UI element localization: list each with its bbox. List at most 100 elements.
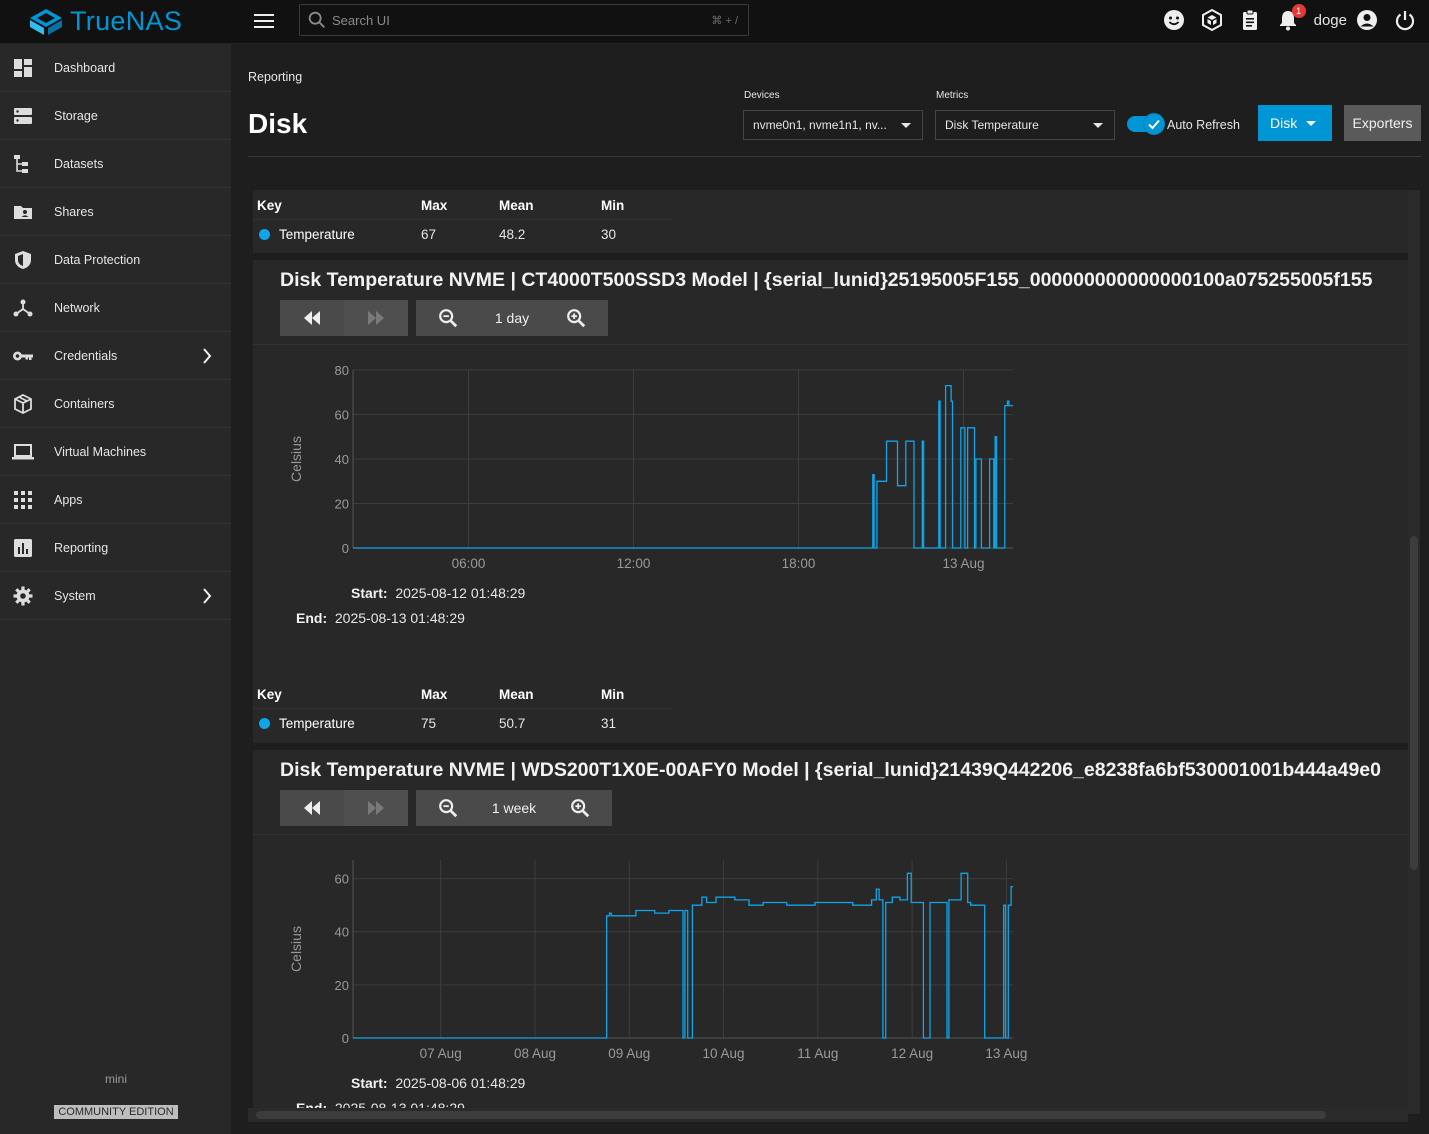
sidebar-item-apps[interactable]: Apps xyxy=(0,476,231,524)
series-color-dot xyxy=(259,718,270,729)
start-label: Start: xyxy=(351,585,388,601)
previous-chart-card: Key Max Mean Min Temperature 67 48.2 30 xyxy=(253,190,1408,253)
network-icon xyxy=(12,297,34,319)
account-circle-icon[interactable] xyxy=(1355,8,1379,32)
legend-max-header: Max xyxy=(421,686,448,702)
sidebar-item-label: Storage xyxy=(54,108,98,123)
sidebar-item-containers[interactable]: Containers xyxy=(0,380,231,428)
sidebar-item-datasets[interactable]: Datasets xyxy=(0,140,231,188)
metrics-select[interactable]: Disk Temperature xyxy=(935,110,1115,140)
x-tick-label: 10 Aug xyxy=(703,1046,745,1061)
zoom-out-button[interactable] xyxy=(416,300,480,336)
zoom-out-button[interactable] xyxy=(416,790,480,826)
legend-max-header: Max xyxy=(421,197,448,213)
legend-min: 30 xyxy=(601,227,617,242)
devices-select[interactable]: nvme0n1, nvme1n1, nv... xyxy=(743,110,923,140)
y-tick-label: 40 xyxy=(335,925,349,940)
zoom-in-button[interactable] xyxy=(548,790,612,826)
chart-title: Disk Temperature NVME | CT4000T500SSD3 M… xyxy=(280,269,1373,291)
fast-forward-icon xyxy=(368,801,384,815)
gear-icon xyxy=(12,585,34,607)
rewind-icon xyxy=(304,311,320,325)
y-tick-label: 20 xyxy=(335,497,349,512)
chart-card-2: Disk Temperature NVME | WDS200T1X0E-00AF… xyxy=(253,750,1408,1114)
search-shortcut: ⌘ + / xyxy=(711,14,738,27)
breadcrumb[interactable]: Reporting xyxy=(248,70,303,84)
y-tick-label: 60 xyxy=(335,872,349,887)
time-range-label: 1 day xyxy=(494,310,530,326)
sidebar-item-network[interactable]: Network xyxy=(0,284,231,332)
zoom-in-button[interactable] xyxy=(544,300,608,336)
notifications-bell-icon[interactable]: 1 xyxy=(1276,4,1306,32)
disk-menu-button[interactable]: Disk xyxy=(1258,105,1332,141)
sidebar-item-virtual-machines[interactable]: Virtual Machines xyxy=(0,428,231,476)
legend-min-header: Min xyxy=(601,197,625,213)
legend-key-header: Key xyxy=(257,686,282,702)
logo-text: TrueNAS xyxy=(70,6,183,36)
vertical-scrollbar[interactable] xyxy=(1408,190,1420,1114)
sidebar-item-reporting[interactable]: Reporting xyxy=(0,524,231,572)
zoom-out-icon xyxy=(439,799,458,818)
devices-value: nvme0n1, nvme1n1, nv... xyxy=(753,118,887,132)
forward-button[interactable] xyxy=(344,300,408,336)
sidebar-item-label: Shares xyxy=(54,204,94,219)
sidebar-item-credentials[interactable]: Credentials xyxy=(0,332,231,380)
sidebar-item-storage[interactable]: Storage xyxy=(0,92,231,140)
horizontal-scrollbar[interactable] xyxy=(248,1108,1408,1122)
back-button[interactable] xyxy=(280,300,344,336)
auto-refresh-toggle[interactable] xyxy=(1127,113,1165,135)
chevron-down-icon xyxy=(1093,123,1103,128)
x-tick-label: 06:00 xyxy=(452,556,486,571)
notification-badge: 1 xyxy=(1291,4,1306,18)
reports-scroll-area[interactable]: Key Max Mean Min Temperature 67 48.2 30 … xyxy=(253,190,1408,1114)
shares-icon xyxy=(12,201,34,223)
x-tick-label: 12:00 xyxy=(617,556,651,571)
legend-mean-header: Mean xyxy=(499,686,534,702)
temperature-series-line xyxy=(353,384,1013,549)
sidebar-item-system[interactable]: System xyxy=(0,572,231,620)
x-tick-label: 08 Aug xyxy=(514,1046,556,1061)
laptop-icon xyxy=(12,441,34,463)
exporters-button-label: Exporters xyxy=(1352,115,1413,131)
forward-button[interactable] xyxy=(344,790,408,826)
disk-button-label: Disk xyxy=(1270,115,1298,131)
temperature-chart-2[interactable]: 0 20 40 60 07 Aug 08 Aug 09 Aug 10 Aug 11 Aug 12 … xyxy=(253,850,1053,1070)
sidebar-item-label: Apps xyxy=(54,492,83,507)
legend-mean: 48.2 xyxy=(499,227,526,242)
x-tick-label: 09 Aug xyxy=(608,1046,650,1061)
sidebar-item-dashboard[interactable]: Dashboard xyxy=(0,44,231,92)
search-bar[interactable]: Search UI ⌘ + / xyxy=(299,4,749,36)
top-bar: TrueNAS Search UI ⌘ + / 1 doge xyxy=(0,0,1429,44)
exporters-button[interactable]: Exporters xyxy=(1344,105,1421,141)
x-tick-label: 07 Aug xyxy=(420,1046,462,1061)
dashboard-icon xyxy=(12,57,34,79)
legend-mean: 50.7 xyxy=(499,716,526,731)
back-button[interactable] xyxy=(280,790,344,826)
legend-max: 67 xyxy=(421,227,437,242)
power-icon[interactable] xyxy=(1393,8,1417,32)
sidebar-item-data-protection[interactable]: Data Protection xyxy=(0,236,231,284)
menu-toggle-button[interactable] xyxy=(252,10,276,34)
check-icon xyxy=(1148,119,1160,130)
sidebar-item-shares[interactable]: Shares xyxy=(0,188,231,236)
username[interactable]: doge xyxy=(1313,11,1347,29)
y-axis-label: Celsius xyxy=(288,436,304,482)
x-tick-label: 12 Aug xyxy=(891,1046,933,1061)
jobs-clipboard-icon[interactable] xyxy=(1238,8,1262,32)
truecommand-icon[interactable] xyxy=(1200,8,1224,32)
feedback-smiley-icon[interactable] xyxy=(1162,8,1186,32)
key-icon xyxy=(12,345,34,367)
sidebar-item-label: Datasets xyxy=(54,156,104,171)
y-tick-label: 40 xyxy=(335,452,349,467)
page-title: Disk xyxy=(248,108,308,139)
truenas-logo[interactable]: TrueNAS xyxy=(28,6,182,37)
temperature-chart-1[interactable]: 0 20 40 60 80 06:00 12:00 18:00 13 Aug Celsius xyxy=(253,360,1053,580)
legend-key: Temperature xyxy=(279,716,355,731)
legend-key: Temperature xyxy=(279,227,355,242)
zoom-in-icon xyxy=(567,309,586,328)
auto-refresh-label: Auto Refresh xyxy=(1167,118,1240,132)
devices-label: Devices xyxy=(744,90,780,101)
header-divider xyxy=(248,156,1421,157)
sidebar-item-label: Containers xyxy=(54,396,115,411)
legend-min: 31 xyxy=(601,716,617,731)
